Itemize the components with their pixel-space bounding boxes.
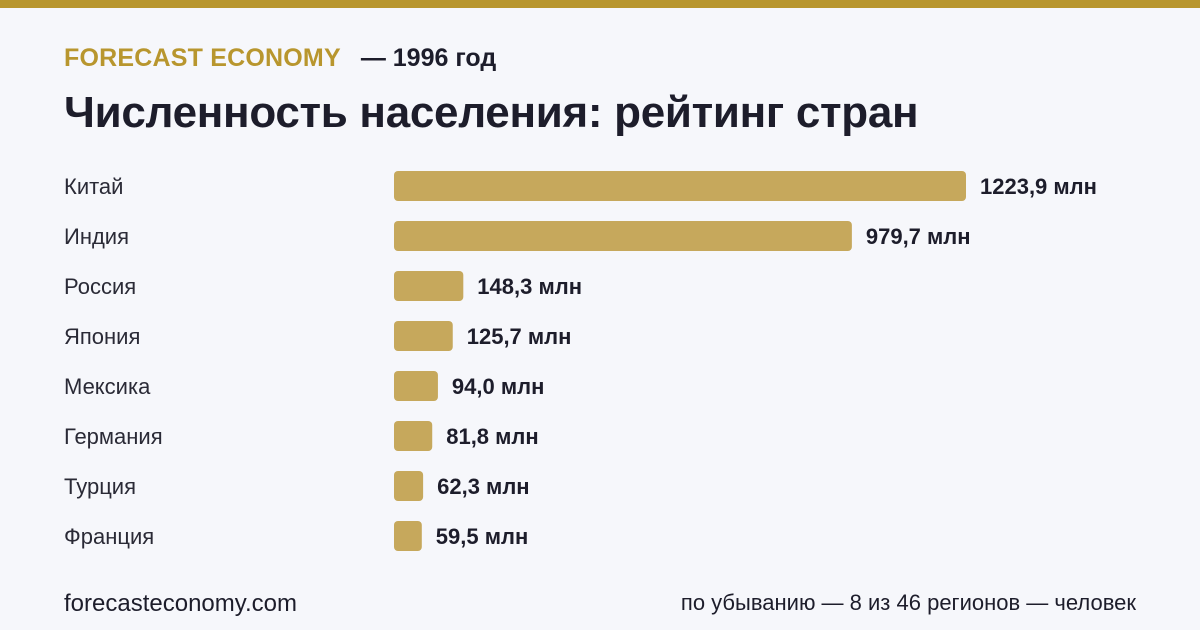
value-label: 62,3 млн: [437, 474, 529, 499]
bar: [394, 171, 966, 201]
value-label: 81,8 млн: [446, 424, 538, 449]
bar: [394, 221, 852, 251]
value-label: 148,3 млн: [477, 274, 582, 299]
bar: [394, 421, 433, 451]
top-accent-bar: [0, 0, 1200, 8]
brand-label: FORECAST ECONOMY: [64, 44, 341, 72]
value-label: 125,7 млн: [467, 324, 572, 349]
bar: [394, 471, 424, 501]
category-label: Германия: [64, 424, 163, 449]
value-label: 94,0 млн: [452, 374, 544, 399]
category-label: Япония: [64, 324, 140, 349]
category-label: Мексика: [64, 374, 151, 399]
bar: [394, 271, 464, 301]
category-label: Россия: [64, 274, 136, 299]
chart-title: Численность населения: рейтинг стран: [64, 88, 919, 137]
value-label: 59,5 млн: [436, 524, 528, 549]
category-label: Индия: [64, 224, 129, 249]
footer-note: по убыванию — 8 из 46 регионов — человек: [680, 590, 1136, 615]
year-label: — 1996 год: [360, 44, 497, 72]
header: FORECAST ECONOMY — 1996 год: [64, 44, 496, 73]
category-label: Франция: [64, 524, 154, 549]
footer-site: forecasteconomy.com: [64, 590, 297, 617]
bar: [394, 521, 422, 551]
category-label: Китай: [64, 174, 123, 199]
value-label: 979,7 млн: [866, 224, 971, 249]
bar: [394, 371, 438, 401]
category-label: Турция: [64, 474, 136, 499]
bar: [394, 321, 453, 351]
value-label: 1223,9 млн: [980, 174, 1097, 199]
